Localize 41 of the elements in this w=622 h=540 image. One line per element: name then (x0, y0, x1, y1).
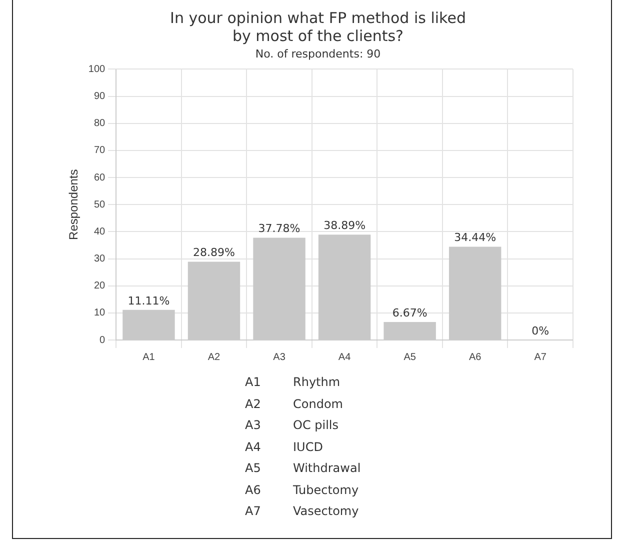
y-axis-title: Respondents (66, 169, 81, 240)
bar (384, 322, 436, 340)
text: A4 IUCD (245, 440, 323, 454)
y-tick-label: 40 (94, 226, 106, 238)
text: A1 Rhythm (245, 375, 340, 389)
x-tick-label: A1 (142, 352, 156, 363)
y-tick-label: 90 (94, 91, 106, 102)
x-tick-label: A5 (404, 352, 416, 363)
y-tick-label: 10 (94, 308, 106, 319)
chart-title: In your opinion what FP method is liked by most of the clients? (170, 8, 466, 45)
x-tick-label: A2 (208, 352, 221, 363)
y-tick-label: 60 (94, 172, 106, 184)
y-tick-label: 100 (88, 64, 106, 75)
y-tick-label: 20 (94, 280, 106, 292)
y-tick-label: 50 (94, 199, 106, 210)
bar (253, 238, 306, 340)
x-tick-label: A7 (534, 352, 547, 363)
text: A7 Vasectomy (245, 504, 359, 518)
data-label: 6.67% (392, 306, 428, 320)
text: A3 OC pills (245, 418, 339, 432)
bar (318, 234, 371, 340)
y-tick-label: 0 (100, 334, 106, 346)
data-label: 0% (532, 324, 550, 338)
data-label: 34.44% (454, 231, 496, 244)
bar (188, 262, 240, 340)
x-tick-label: A3 (273, 352, 286, 363)
data-label: 28.89% (193, 246, 235, 260)
text: A5 Withdrawal (245, 461, 361, 475)
y-tick-label: 70 (94, 145, 106, 156)
chart-subtitle: No. of respondents: 90 (255, 47, 381, 60)
y-tick-label: 30 (94, 254, 106, 265)
x-tick-label: A6 (468, 352, 482, 363)
bar (122, 310, 175, 340)
text: A6 Tubectomy (245, 482, 359, 496)
data-label: 37.78% (258, 222, 300, 236)
data-label: 38.89% (324, 219, 366, 232)
bar (448, 246, 502, 340)
data-label: 11.11% (128, 294, 170, 308)
x-tick-label: A4 (338, 352, 352, 363)
text: A2 Condom (245, 396, 343, 410)
y-tick-label: 80 (94, 118, 106, 130)
